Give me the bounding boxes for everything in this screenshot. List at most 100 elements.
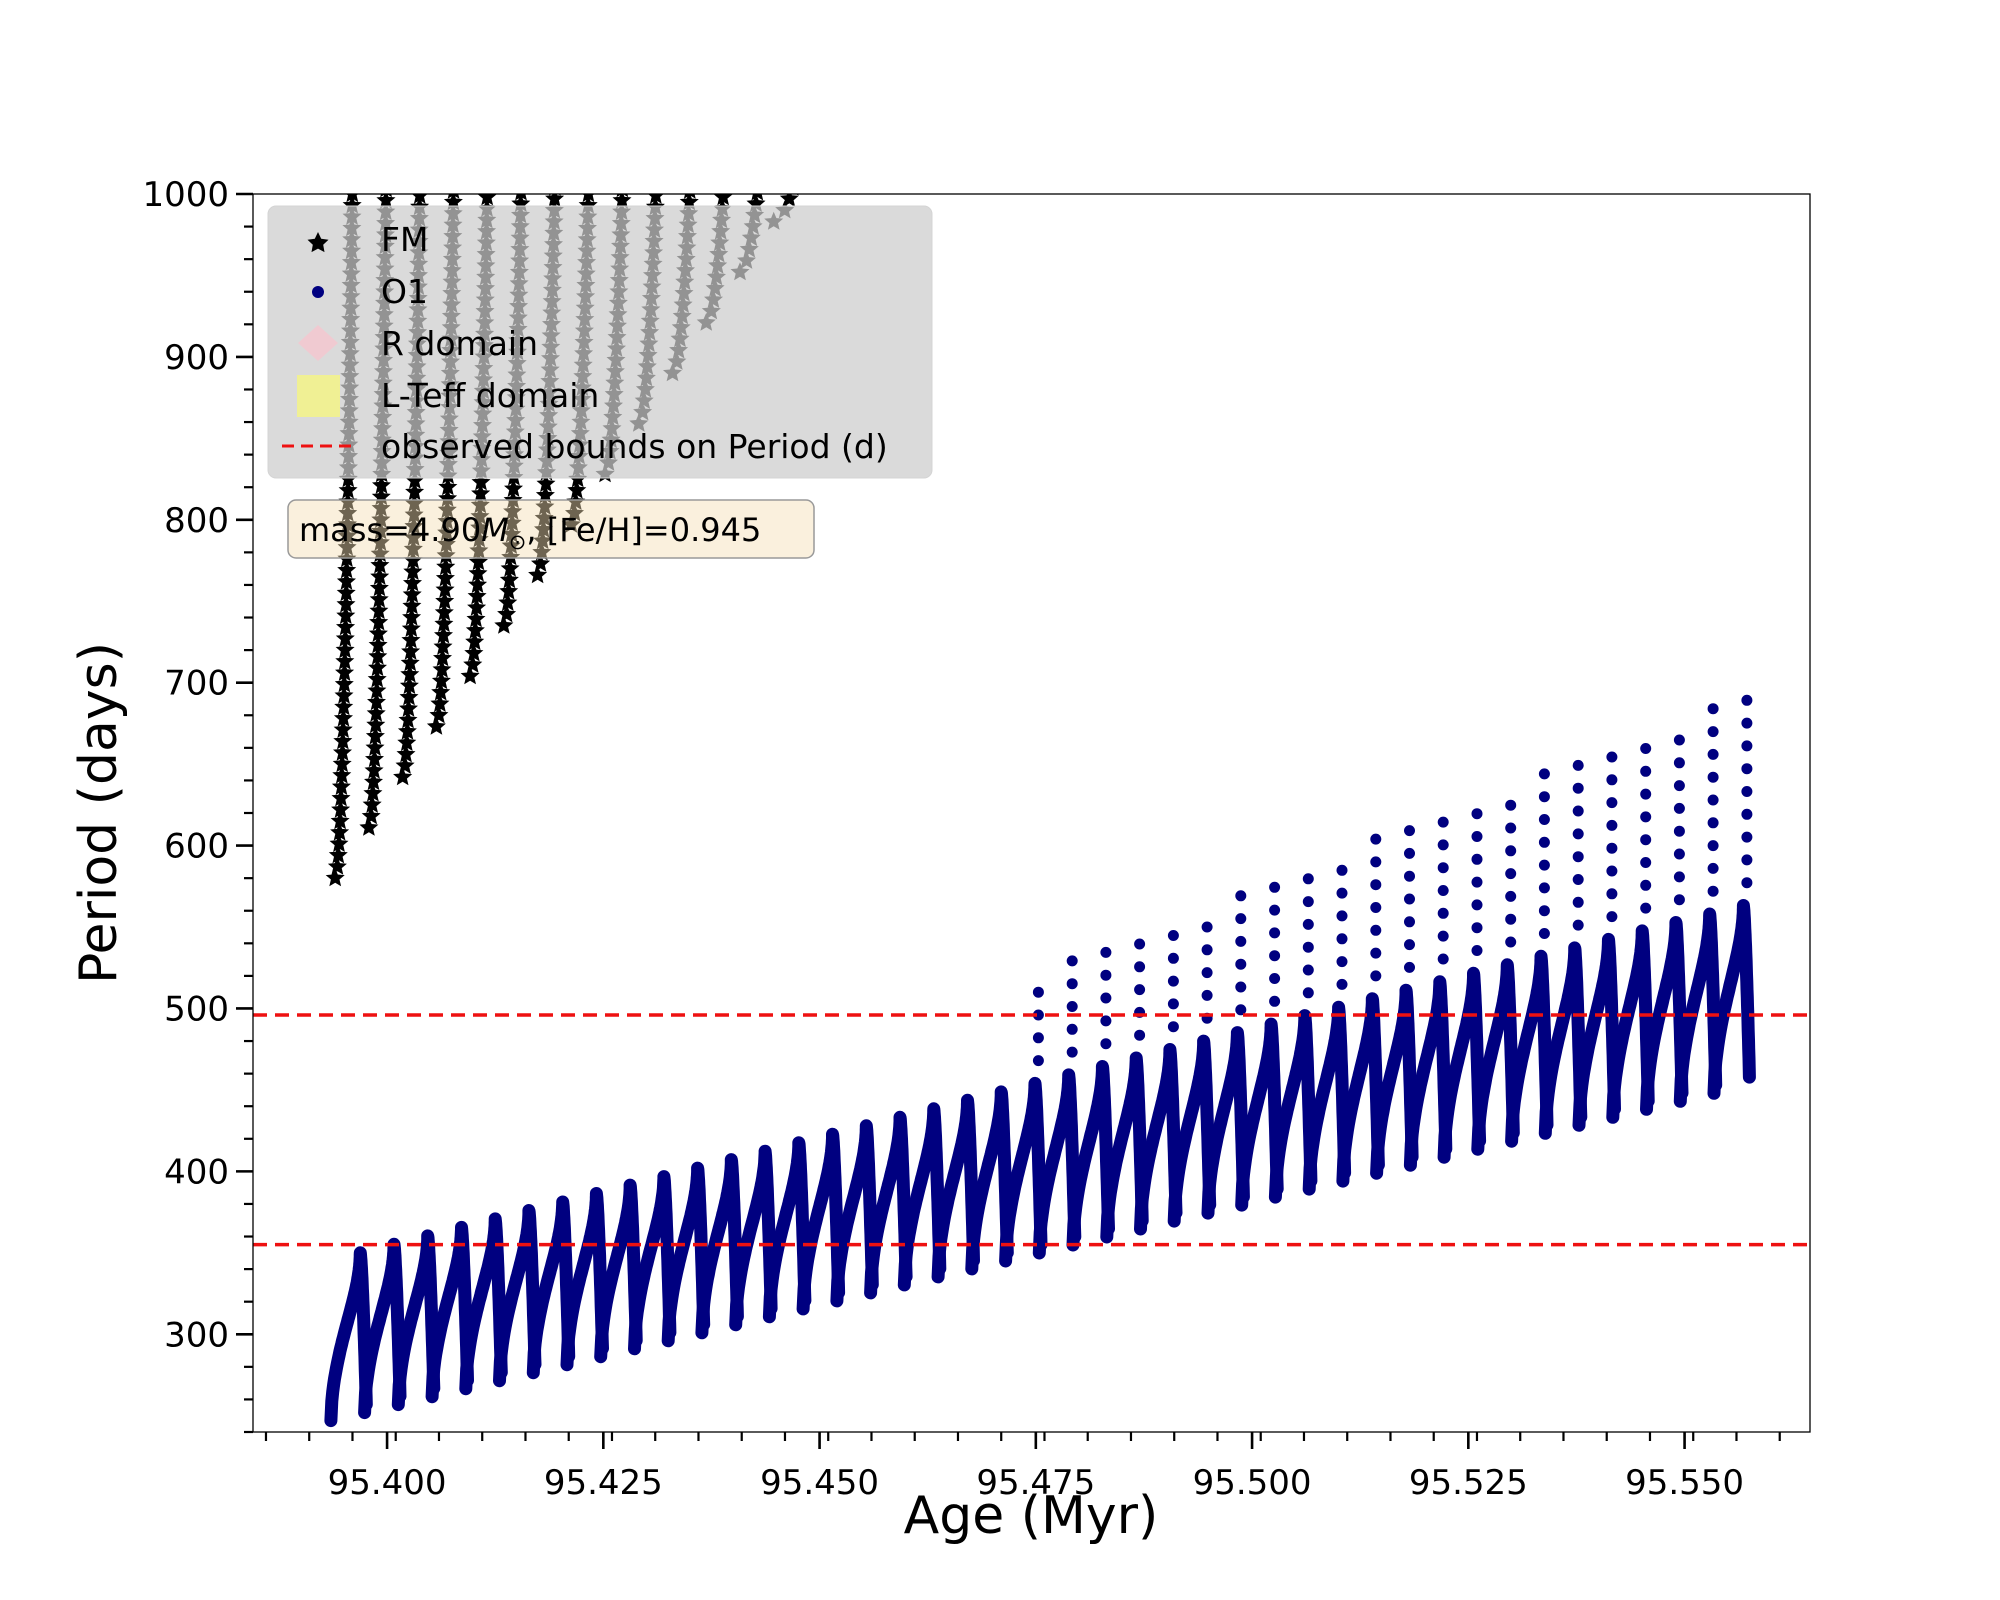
o1-point [864, 1110, 913, 1300]
annotation-mass-symbol: M [481, 511, 509, 549]
o1-cycle [1640, 734, 1689, 1116]
o1-point [1336, 992, 1385, 1188]
o1-cycle [864, 1110, 913, 1300]
y-tick-label: 500 [164, 989, 229, 1029]
o1-cycle [931, 1093, 980, 1284]
x-axis-label: Age (Myr) [904, 1486, 1159, 1546]
o1-cycle [560, 1187, 609, 1372]
o1-point [459, 1212, 508, 1396]
o1-cycle [425, 1220, 474, 1404]
o1-point [1471, 808, 1483, 957]
o1-cycle [324, 1246, 373, 1428]
legend-label-o1: O1 [381, 272, 428, 311]
o1-point [830, 1119, 879, 1308]
o1-cycle [1066, 946, 1115, 1252]
observed-bounds-lines [253, 1013, 1810, 1247]
o1-point [1471, 958, 1520, 1156]
o1-cycle [830, 1119, 879, 1308]
o1-cycle [1471, 799, 1520, 1156]
x-tick-label: 95.475 [976, 1463, 1095, 1503]
o1-point [1032, 1068, 1082, 1260]
legend-square-marker [297, 375, 340, 417]
y-axis-label: Period (days) [69, 642, 129, 984]
o1-point [1302, 1000, 1352, 1196]
o1-cycle [1538, 759, 1588, 1140]
o1-point [796, 1127, 846, 1316]
o1-point [1741, 694, 1753, 889]
legend-circle-marker [312, 286, 324, 298]
o1-cycle [358, 1237, 407, 1420]
o1-point [526, 1195, 576, 1380]
annotation-box-frame [287, 499, 815, 559]
o1-point [1201, 1026, 1250, 1220]
o1-point [1302, 873, 1314, 999]
y-tick-label: 800 [164, 501, 229, 541]
o1-point [1201, 921, 1213, 1024]
o1-point [1235, 890, 1247, 1016]
o1-point [1066, 1060, 1115, 1252]
o1-point [560, 1187, 609, 1372]
y-tick-label: 600 [164, 827, 229, 867]
o1-point [695, 1153, 744, 1340]
o1-point [425, 1220, 474, 1404]
o1-cycle [1403, 816, 1453, 1172]
legend-entry-observed-bounds: observed bounds on Period (d) [282, 427, 888, 466]
o1-cycle [1437, 808, 1487, 1164]
o1-cycle [661, 1161, 711, 1348]
x-tick-label: 95.550 [1625, 1463, 1744, 1503]
o1-cycle [391, 1229, 441, 1412]
o1-point [628, 1170, 677, 1356]
o1-point [1505, 799, 1517, 948]
o1-point [1167, 930, 1179, 1033]
o1-cycle [1336, 833, 1385, 1188]
o1-point [1403, 975, 1453, 1172]
o1-point [1336, 864, 1348, 990]
o1-point [1538, 941, 1588, 1140]
o1-cycle [1167, 921, 1217, 1228]
o1-point [661, 1161, 711, 1348]
o1-cycle [1268, 873, 1318, 1204]
x-tick-label: 95.500 [1193, 1463, 1312, 1503]
o1-point [1370, 833, 1382, 982]
o1-cycle [1370, 825, 1419, 1180]
o1-point [1235, 1017, 1284, 1212]
o1-point [1167, 1034, 1217, 1228]
o1-point [1100, 946, 1112, 1050]
o1-cycle [695, 1153, 744, 1340]
axis-ticks: 95.400 95.425 95.450 95.475 95.500 95.525 95.5… [142, 175, 1781, 1503]
legend-entry-l-teff-domain: L-Teff domain [297, 375, 599, 417]
legend-entry-r-domain: R domain [298, 324, 538, 363]
annotation-prefix: mass=4.90 [299, 511, 481, 549]
o1-cycle [628, 1170, 677, 1356]
o1-cycle [1707, 694, 1756, 1100]
fm-cycle [798, 161, 817, 179]
annotation-suffix: , [Fe/H]=0.945 [526, 511, 761, 549]
o1-cycle [762, 1136, 812, 1324]
o1-point [493, 1204, 542, 1388]
legend-label-r-domain: R domain [381, 324, 538, 363]
o1-point [1032, 986, 1044, 1067]
x-tick-label: 95.450 [760, 1463, 879, 1503]
o1-cycle [459, 1212, 508, 1396]
legend-diamond-marker [298, 325, 338, 361]
legend-label-fm: FM [381, 220, 428, 259]
o1-cycle [999, 986, 1048, 1268]
o1-point [1370, 983, 1419, 1180]
o1-cycle [1235, 881, 1284, 1212]
o1-point [1572, 932, 1621, 1132]
legend-label-observed-bounds: observed bounds on Period (d) [381, 427, 888, 466]
o1-cycle [1606, 743, 1655, 1124]
o1-cycle [1505, 768, 1554, 1148]
legend-frame [267, 205, 933, 479]
o1-point [1269, 881, 1281, 1007]
annotation-text: mass=4.90M⊙, [Fe/H]=0.945 [299, 511, 761, 554]
o1-cycle [897, 1102, 947, 1292]
o1-point [1100, 1051, 1149, 1244]
x-tick-label: 95.525 [1409, 1463, 1528, 1503]
o1-cycle [965, 1085, 1014, 1276]
o1-point [762, 1136, 812, 1324]
y-tick-label: 700 [164, 664, 229, 704]
o1-point [1437, 966, 1487, 1164]
x-tick-label: 95.400 [328, 1463, 447, 1503]
